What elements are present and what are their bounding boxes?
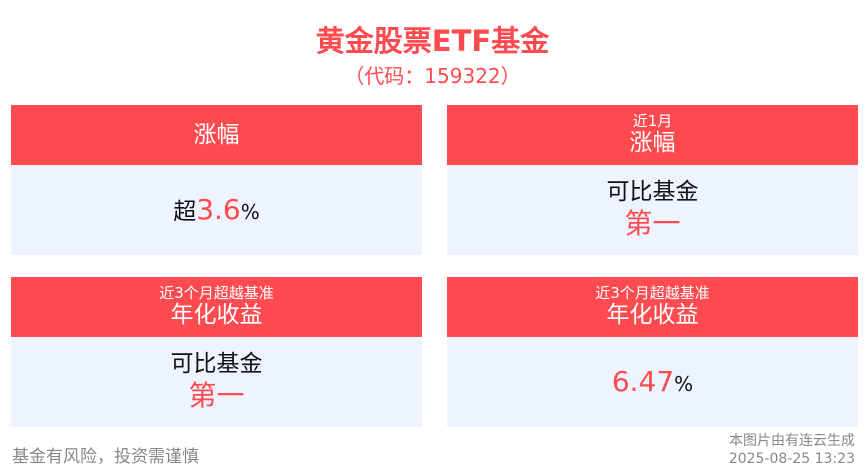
card-header-subtitle: 近3个月超越基准 (595, 284, 710, 303)
rank-label: 可比基金 (170, 351, 263, 378)
card-body: 6.47% (447, 337, 858, 427)
source-text: 本图片由有连云生成 (729, 433, 855, 449)
card-1m-return: 近1月 涨幅 可比基金 第一 (447, 105, 858, 255)
page-title: 黄金股票ETF基金 (315, 24, 550, 58)
rank-value: 第一 (188, 379, 245, 412)
rank-label: 可比基金 (606, 179, 699, 206)
card-body: 可比基金 第一 (11, 337, 422, 427)
value: 3.6 (196, 193, 241, 227)
value-unit: % (240, 200, 260, 225)
card-3m-annualized-rank: 近3个月超越基准 年化收益 可比基金 第一 (11, 277, 422, 427)
card-header-title: 年化收益 (170, 302, 263, 329)
fund-code: （代码：159322） (344, 64, 521, 88)
timestamp: 2025-08-25 13:23 (728, 451, 855, 468)
source-note: 本图片由有连云生成 2025-08-25 13:23 (729, 432, 855, 468)
card-header: 近1月 涨幅 (447, 105, 858, 165)
card-header: 近3个月超越基准 年化收益 (447, 277, 858, 337)
risk-disclaimer: 基金有风险，投资需谨慎 (12, 447, 199, 467)
card-header-subtitle: 近1月 (632, 112, 673, 131)
card-header-title: 涨幅 (629, 130, 676, 157)
value-unit: % (674, 372, 694, 397)
card-body: 可比基金 第一 (447, 165, 858, 255)
value-prefix: 超 (173, 199, 197, 226)
card-header-subtitle: 近3个月超越基准 (159, 284, 274, 303)
card-header: 近3个月超越基准 年化收益 (11, 277, 422, 337)
card-header-title: 涨幅 (193, 121, 240, 148)
card-header: 涨幅 (11, 105, 422, 165)
card-header-title: 年化收益 (606, 302, 699, 329)
card-body: 超3.6% (11, 165, 422, 255)
value: 6.47 (611, 365, 675, 399)
card-3m-annualized-value: 近3个月超越基准 年化收益 6.47% (447, 277, 858, 427)
rank-value: 第一 (624, 207, 681, 240)
card-return: 涨幅 超3.6% (11, 105, 422, 255)
